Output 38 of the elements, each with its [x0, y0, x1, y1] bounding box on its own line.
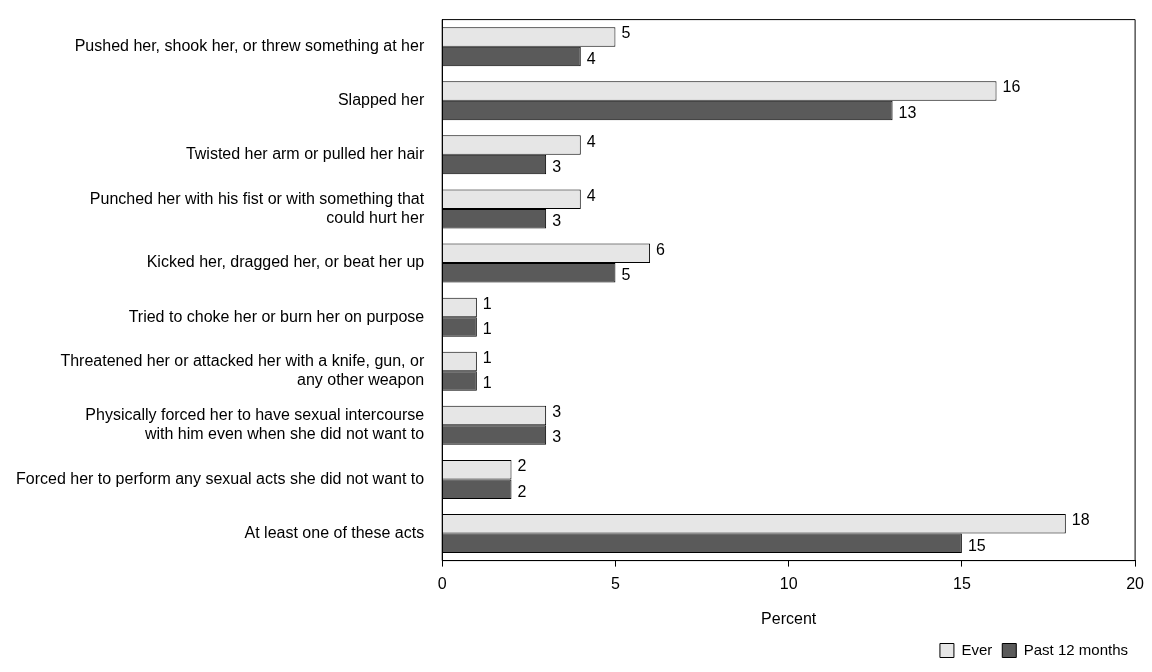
data-label: 3: [552, 428, 562, 446]
data-label: 1: [482, 294, 492, 312]
data-label: 18: [1071, 511, 1090, 529]
y-tick-label: Forced her to perform any sexual acts she did not want to: [15, 469, 425, 487]
y-tick-label: At least one of these acts: [244, 523, 425, 541]
data-label: 13: [898, 103, 917, 121]
data-label: 3: [552, 403, 562, 421]
data-label: 1: [482, 320, 492, 338]
x-axis-title: Percent: [761, 609, 817, 627]
data-label: 2: [517, 482, 527, 500]
legend-label: Past 12 months: [1023, 640, 1129, 658]
x-tick-label: 10: [779, 574, 798, 592]
data-label: 16: [1002, 78, 1021, 96]
data-label: 2: [517, 457, 527, 475]
legend-label: Ever: [961, 640, 993, 658]
x-tick-label: 20: [1126, 574, 1145, 592]
data-label: 4: [586, 49, 596, 67]
y-tick-label: Physically forced her to have sexual intercourse with him even when she did not want to: [85, 406, 425, 443]
y-tick-label: Pushed her, shook her, or threw something at her: [74, 37, 425, 55]
data-label: 4: [586, 186, 596, 204]
y-tick-label: Tried to choke her or burn her on purpose: [128, 307, 425, 325]
y-tick-label: Punched her with his fist or with something that could hurt her: [89, 189, 425, 226]
data-label: 5: [621, 24, 631, 42]
x-tick-label: 15: [952, 574, 971, 592]
data-label: 5: [621, 266, 631, 284]
data-label: 4: [586, 132, 596, 150]
y-tick-label: Kicked her, dragged her, or beat her up: [146, 253, 425, 271]
x-tick-label: 0: [437, 574, 447, 592]
y-tick-label: Threatened her or attacked her with a knife, gun, or any other weapon: [60, 352, 425, 389]
data-label: 1: [482, 374, 492, 392]
data-label: 6: [656, 240, 666, 258]
data-label: 15: [967, 536, 986, 554]
data-label: 3: [552, 212, 562, 230]
data-label: 3: [552, 157, 562, 175]
y-tick-label: Twisted her arm or pulled her hair: [185, 145, 425, 163]
data-label: 1: [482, 348, 492, 366]
x-tick-label: 5: [610, 574, 620, 592]
y-tick-label: Slapped her: [337, 91, 425, 109]
